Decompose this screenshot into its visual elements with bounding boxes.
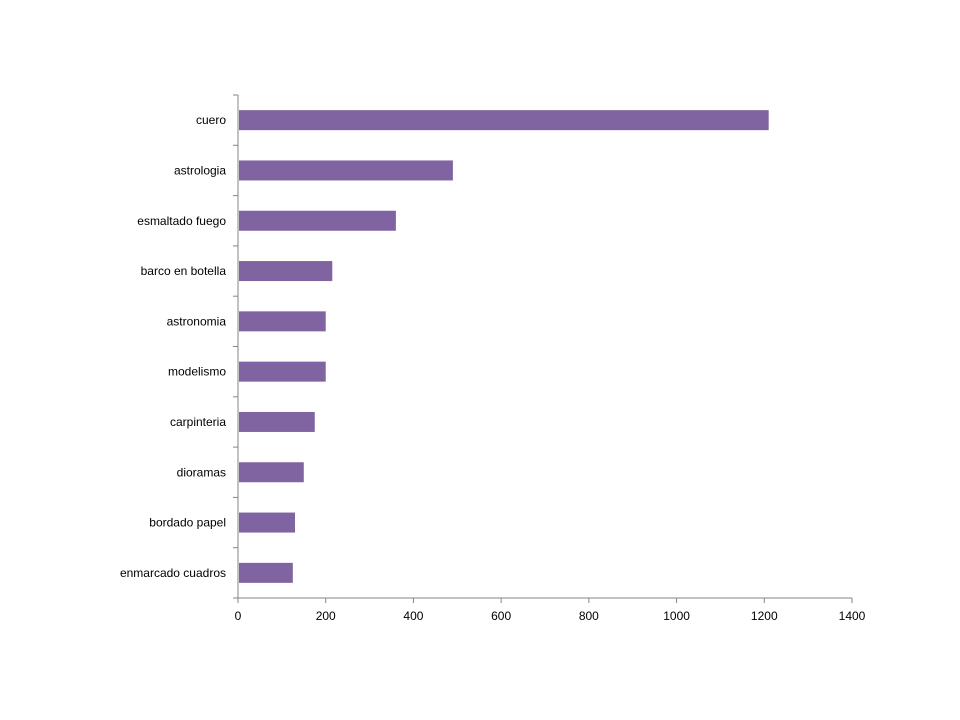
x-tick-label: 800 bbox=[579, 609, 599, 623]
category-label: cuero bbox=[196, 113, 226, 127]
bar-astronomia bbox=[239, 311, 326, 332]
bar-esmaltado-fuego bbox=[239, 210, 396, 231]
x-tick-label: 400 bbox=[403, 609, 423, 623]
category-label: astrologia bbox=[174, 163, 226, 177]
bar-barco-en-botella bbox=[239, 261, 333, 282]
bar-bordado-papel bbox=[239, 512, 296, 533]
bars-group bbox=[239, 110, 769, 583]
category-label: bordado papel bbox=[149, 516, 226, 530]
x-tick-label: 1000 bbox=[663, 609, 690, 623]
bar-dioramas bbox=[239, 462, 304, 483]
bar-astrologia bbox=[239, 160, 453, 181]
bar-modelismo bbox=[239, 361, 326, 382]
x-tick-label: 1400 bbox=[839, 609, 866, 623]
category-label: enmarcado cuadros bbox=[120, 566, 226, 580]
category-label: barco en botella bbox=[141, 264, 227, 278]
category-label: modelismo bbox=[168, 365, 226, 379]
x-tick-label: 200 bbox=[316, 609, 336, 623]
category-label: esmaltado fuego bbox=[137, 214, 226, 228]
bar-enmarcado-cuadros bbox=[239, 562, 293, 583]
bar-carpinteria bbox=[239, 411, 315, 432]
x-tick-label: 0 bbox=[235, 609, 242, 623]
category-label: carpinteria bbox=[170, 415, 226, 429]
axes-group bbox=[233, 94, 853, 603]
category-label: astronomia bbox=[167, 314, 227, 328]
bar-cuero bbox=[239, 110, 769, 131]
labels-group: cuero astrologia esmaltado fuego barco en b… bbox=[120, 113, 866, 623]
x-tick-label: 1200 bbox=[751, 609, 778, 623]
x-tick-label: 600 bbox=[491, 609, 511, 623]
category-label: dioramas bbox=[177, 465, 226, 479]
